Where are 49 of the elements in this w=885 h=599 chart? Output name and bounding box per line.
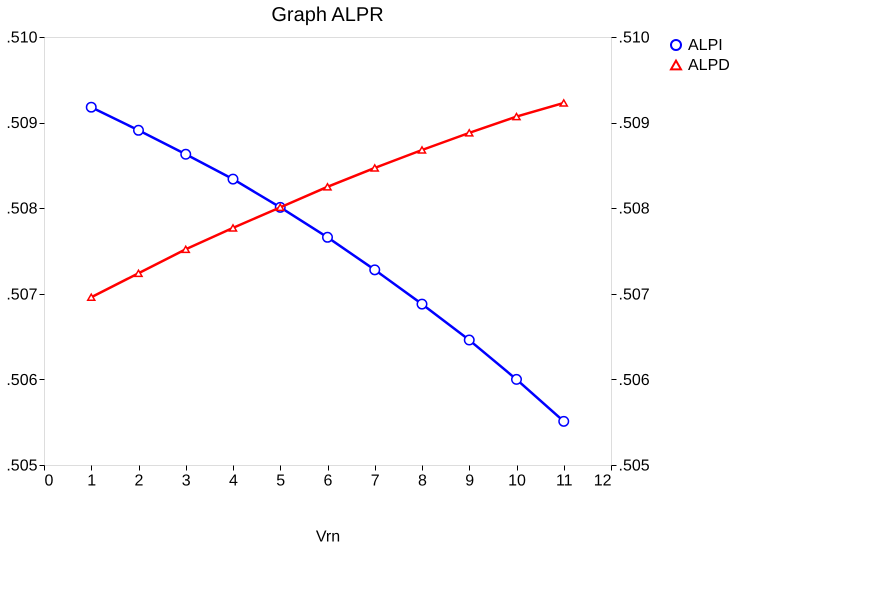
point xyxy=(512,112,521,120)
y-tick-label: .507 xyxy=(6,286,38,304)
x-tick-label: 1 xyxy=(87,472,96,490)
y2-tick-label: .510 xyxy=(618,30,650,46)
point xyxy=(181,245,190,254)
y2-tick-label: .506 xyxy=(618,372,650,389)
point xyxy=(369,264,380,276)
x-tick-label: 5 xyxy=(276,472,286,490)
x-tick-label: 11 xyxy=(556,472,573,490)
x-axis-title: Vrn xyxy=(316,528,340,546)
y2-tick-label: .507 xyxy=(618,286,650,304)
x-tick-label: 10 xyxy=(508,472,526,490)
point xyxy=(134,269,143,278)
legend-label: ALPD xyxy=(688,57,730,74)
point xyxy=(322,232,333,243)
y2-tick-label: .508 xyxy=(618,200,650,218)
y2-tick-label: .509 xyxy=(618,115,650,132)
point xyxy=(418,146,426,154)
x-tick-label: 4 xyxy=(229,472,238,490)
x-tick-label: 3 xyxy=(182,472,191,490)
legend-label: ALPI xyxy=(688,37,723,54)
y-tick-label: .506 xyxy=(6,372,38,389)
point xyxy=(464,129,474,137)
point xyxy=(133,124,144,136)
point xyxy=(559,99,568,107)
y-tick-label: .509 xyxy=(6,115,38,132)
point xyxy=(180,148,192,160)
x-tick-label: 6 xyxy=(324,472,333,490)
chart-title: Graph ALPR xyxy=(271,4,384,26)
point xyxy=(228,224,238,232)
x-tick-label: 8 xyxy=(418,472,428,490)
x-tick-label: 2 xyxy=(134,472,144,490)
y-tick-label: .505 xyxy=(6,458,38,474)
point xyxy=(464,334,475,346)
point xyxy=(558,416,570,427)
point xyxy=(228,174,238,185)
point xyxy=(370,164,380,172)
y-tick-label: .510 xyxy=(6,30,38,46)
x-tick-label: 7 xyxy=(370,472,380,490)
point xyxy=(86,293,96,302)
x-tick-label: 9 xyxy=(465,472,474,490)
point xyxy=(323,182,332,191)
point xyxy=(86,102,97,113)
point xyxy=(511,374,522,385)
point xyxy=(416,298,428,310)
x-tick-label: 0 xyxy=(44,472,54,490)
y2-tick-label: .505 xyxy=(618,458,650,474)
x-tick-label: 12 xyxy=(594,472,612,490)
y-tick-label: .508 xyxy=(6,200,38,218)
